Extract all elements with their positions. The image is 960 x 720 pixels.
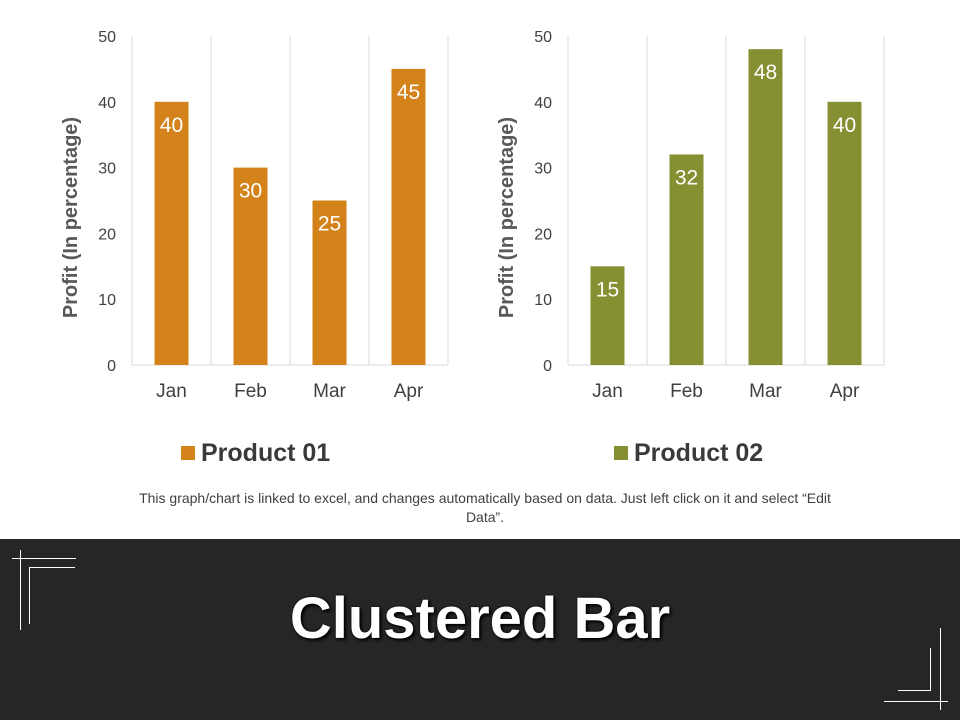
product-01-bar-feb[interactable] bbox=[233, 167, 268, 365]
product-02-data-label-feb: 32 bbox=[675, 166, 698, 189]
product-02-y-tick-label: 10 bbox=[534, 292, 552, 309]
legend-swatch-product-01 bbox=[181, 446, 195, 460]
product-01-svg: 0 10 20 30 40 50 Profit (In percentage) 40 Jan 30… bbox=[60, 29, 449, 402]
legend-swatch-product-02 bbox=[614, 446, 628, 460]
product-01-bar-mar[interactable] bbox=[312, 200, 347, 366]
product-01-x-tick-label-apr: Apr bbox=[394, 381, 424, 402]
corner-frame-bottom-right-icon bbox=[884, 628, 948, 710]
product-01-data-label-feb: 30 bbox=[239, 180, 262, 203]
chart-note: This graph/chart is linked to excel, and… bbox=[139, 490, 831, 525]
product-02-data-label-apr: 40 bbox=[833, 114, 856, 137]
legend-label-product-02: Product 02 bbox=[634, 438, 764, 467]
footer-banner: Clustered Bar bbox=[0, 539, 960, 720]
product-01-data-label-apr: 45 bbox=[397, 81, 420, 104]
product-01-y-tick-label: 10 bbox=[98, 292, 116, 309]
product-02-x-tick-label-mar: Mar bbox=[749, 381, 782, 402]
product-02-y-tick-label: 20 bbox=[534, 226, 552, 243]
product-02-bar-jan[interactable] bbox=[590, 266, 625, 365]
slide-title: Clustered Bar bbox=[289, 586, 671, 651]
chart-product-02[interactable]: 0 10 20 30 40 50 Profit (In percentage) 15 Jan 32… bbox=[436, 0, 916, 420]
product-01-y-tick-label: 40 bbox=[98, 95, 116, 112]
product-01-y-tick-label: 50 bbox=[98, 29, 116, 46]
product-02-bar-feb[interactable] bbox=[669, 154, 704, 365]
product-02-y-axis-label: Profit (In percentage) bbox=[496, 117, 518, 318]
product-01-bar-apr[interactable] bbox=[391, 68, 426, 366]
corner-frame-top-left-icon bbox=[12, 550, 76, 630]
product-02-x-tick-label-jan: Jan bbox=[592, 381, 623, 402]
product-01-y-tick-label: 30 bbox=[98, 161, 116, 178]
product-01-bar-jan[interactable] bbox=[154, 101, 189, 366]
product-01-y-tick-label: 20 bbox=[98, 226, 116, 243]
product-02-y-tick-label: 30 bbox=[534, 161, 552, 178]
product-02-x-tick-label-feb: Feb bbox=[670, 381, 703, 402]
legend-label-product-01: Product 01 bbox=[201, 438, 331, 467]
product-01-y-axis-label: Profit (In percentage) bbox=[60, 117, 82, 318]
product-02-bar-mar[interactable] bbox=[748, 49, 783, 365]
product-01-data-label-jan: 40 bbox=[160, 114, 183, 137]
chart-product-01[interactable]: 0 10 20 30 40 50 Profit (In percentage) 40 Jan 30… bbox=[0, 0, 480, 420]
product-02-bar-apr[interactable] bbox=[827, 101, 862, 366]
product-01-x-tick-label-feb: Feb bbox=[234, 381, 267, 402]
product-01-x-tick-label-mar: Mar bbox=[313, 381, 346, 402]
product-02-data-label-jan: 15 bbox=[596, 278, 619, 301]
product-02-y-tick-label: 40 bbox=[534, 95, 552, 112]
legend-product-01: Product 01 bbox=[181, 436, 330, 470]
legend-product-02: Product 02 bbox=[614, 436, 763, 470]
product-02-svg: 0 10 20 30 40 50 Profit (In percentage) 15 Jan 32… bbox=[496, 29, 885, 402]
product-02-data-label-mar: 48 bbox=[754, 61, 777, 84]
product-02-y-tick-label: 50 bbox=[534, 29, 552, 46]
product-01-y-tick-label: 0 bbox=[107, 358, 116, 375]
product-01-data-label-mar: 25 bbox=[318, 213, 341, 236]
product-02-x-tick-label-apr: Apr bbox=[830, 381, 860, 402]
product-02-y-tick-label: 0 bbox=[543, 358, 552, 375]
product-01-x-tick-label-jan: Jan bbox=[156, 381, 187, 402]
